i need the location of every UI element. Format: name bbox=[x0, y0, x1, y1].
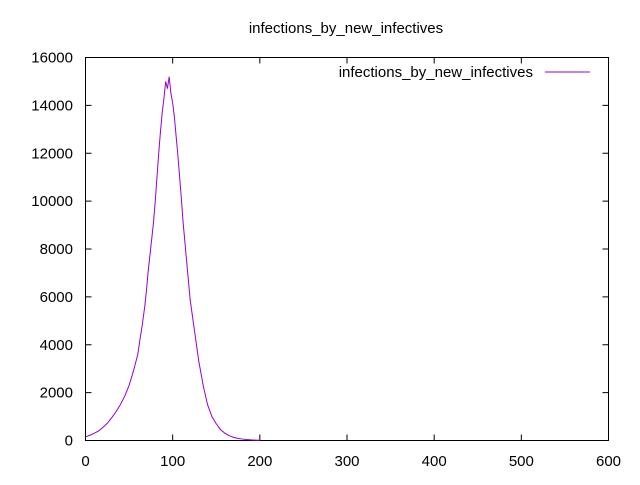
y-tick-label: 16000 bbox=[31, 50, 73, 67]
x-tick-label: 0 bbox=[81, 453, 89, 470]
chart-title: infections_by_new_infectives bbox=[249, 20, 443, 37]
x-tick-label: 100 bbox=[160, 453, 185, 470]
y-tick-label: 14000 bbox=[31, 97, 73, 114]
y-tick-label: 0 bbox=[65, 433, 73, 450]
series-line bbox=[85, 76, 260, 441]
ticks-layer: 0 100 200 300 400 500 600020004000600080001000… bbox=[31, 50, 621, 471]
y-tick-label: 6000 bbox=[40, 289, 73, 306]
y-tick-label: 2000 bbox=[40, 385, 73, 402]
x-tick-label: 600 bbox=[596, 453, 621, 470]
y-tick-label: 8000 bbox=[40, 241, 73, 258]
plot-frame bbox=[85, 57, 609, 441]
x-tick-label: 300 bbox=[334, 453, 359, 470]
legend: infections_by_new_infectives bbox=[339, 64, 590, 81]
y-tick-label: 4000 bbox=[40, 337, 73, 354]
series-layer bbox=[85, 76, 260, 441]
y-tick-label: 10000 bbox=[31, 193, 73, 210]
y-tick-label: 12000 bbox=[31, 145, 73, 162]
x-tick-label: 500 bbox=[509, 453, 534, 470]
x-tick-label: 400 bbox=[422, 453, 447, 470]
legend-label: infections_by_new_infectives bbox=[339, 64, 533, 81]
x-tick-label: 200 bbox=[247, 453, 272, 470]
